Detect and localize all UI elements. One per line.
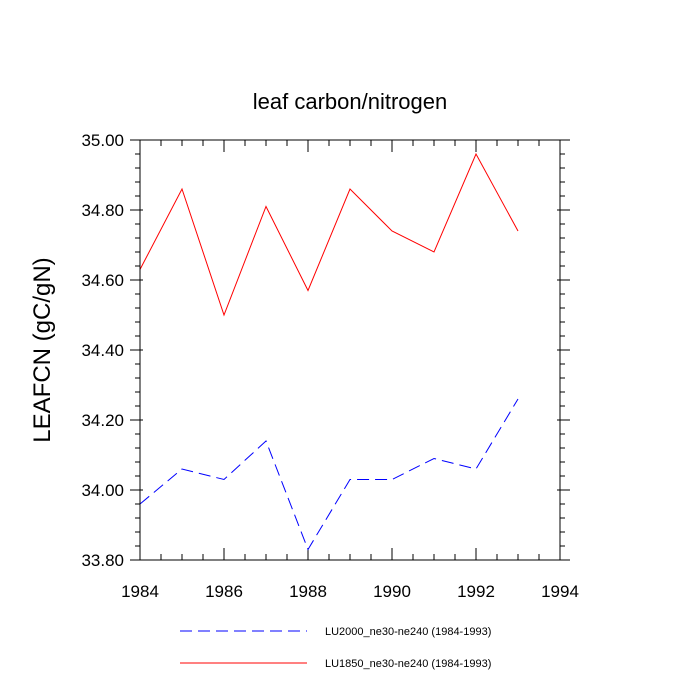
y-tick-label: 34.40 (81, 341, 124, 360)
x-tick-label: 1994 (541, 582, 579, 601)
plot-lines (139, 152, 519, 551)
plot-frame (139, 139, 561, 561)
y-tick-label: 33.80 (81, 551, 124, 570)
axis-ticks (130, 139, 570, 561)
y-tick-label: 34.20 (81, 411, 124, 430)
x-tick-labels: 1984 1986 1988 1990 1992 1994 (121, 582, 579, 601)
x-tick-label: 1992 (457, 582, 495, 601)
chart-title: leaf carbon/nitrogen (253, 89, 447, 114)
x-tick-label: 1986 (205, 582, 243, 601)
y-tick-label: 34.80 (81, 201, 124, 220)
series-line-0 (139, 398, 519, 551)
x-tick-label: 1988 (289, 582, 327, 601)
y-tick-label: 35.00 (81, 131, 124, 150)
y-tick-labels: 33.80 34.00 34.20 34.40 34.60 34.80 35.00 (81, 131, 124, 570)
y-axis-label: LEAFCN (gC/gN) (29, 257, 56, 442)
legend-label-0: LU2000_ne30-ne240 (1984-1993) (325, 626, 491, 638)
legend-label-1: LU1850_ne30-ne240 (1984-1993) (325, 658, 491, 670)
y-tick-label: 34.60 (81, 271, 124, 290)
x-tick-label: 1990 (373, 582, 411, 601)
legend: LU2000_ne30-ne240 (1984-1993) LU1850_ne30… (180, 626, 491, 670)
y-tick-label: 34.00 (81, 481, 124, 500)
x-tick-label: 1984 (121, 582, 159, 601)
series-line-1 (139, 152, 519, 317)
